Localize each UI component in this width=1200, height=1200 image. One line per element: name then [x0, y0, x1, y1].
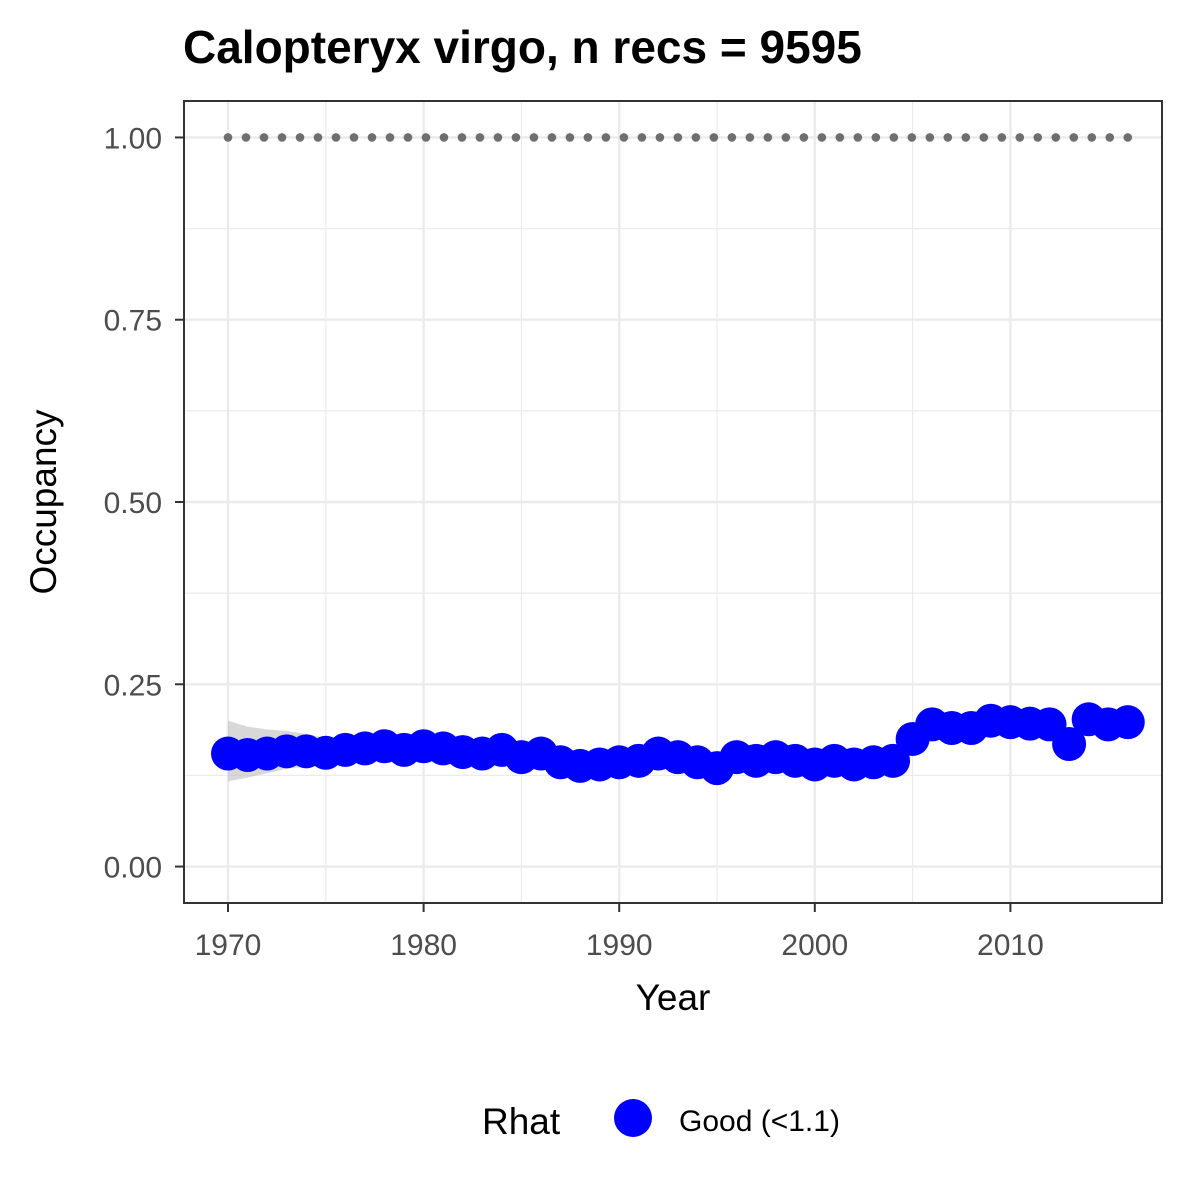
reference-dot — [763, 133, 773, 142]
reference-dot — [835, 133, 845, 142]
reference-dot — [421, 133, 431, 142]
reference-dot — [925, 133, 935, 142]
legend: Rhat Good (<1.1) — [482, 1099, 840, 1142]
y-axis-title: Occupancy — [23, 409, 64, 595]
reference-dot — [709, 133, 719, 142]
y-tick-label-0.00: 0.00 — [104, 852, 162, 885]
x-axis: 1970 1980 1990 2000 2010 — [195, 903, 1044, 962]
occupancy-series — [211, 702, 1145, 786]
reference-dot — [907, 133, 917, 142]
y-axis: 0.00 0.25 0.50 0.75 1.00 — [104, 122, 184, 885]
reference-dot — [1051, 133, 1061, 142]
legend-title: Rhat — [482, 1101, 561, 1142]
data-point-2016 — [1110, 705, 1145, 740]
legend-key-good — [614, 1099, 652, 1137]
reference-dot — [1123, 133, 1133, 142]
reference-dot — [1015, 133, 1025, 142]
reference-dot — [403, 133, 413, 142]
reference-dot — [295, 133, 305, 142]
reference-dot — [547, 133, 557, 142]
reference-dot — [385, 133, 395, 142]
reference-dot — [1069, 133, 1079, 142]
reference-dot — [781, 133, 791, 142]
reference-dot — [673, 133, 683, 142]
reference-dot — [583, 133, 593, 142]
reference-dot — [367, 133, 377, 142]
legend-label-good: Good (<1.1) — [679, 1105, 840, 1138]
reference-dot — [223, 133, 233, 142]
reference-dot — [349, 133, 359, 142]
reference-dot — [997, 133, 1007, 142]
x-tick-label-2000: 2000 — [781, 929, 848, 962]
reference-dot — [457, 133, 467, 142]
x-tick-label-2010: 2010 — [977, 929, 1044, 962]
y-tick-label-0.75: 0.75 — [104, 305, 162, 338]
reference-dot — [655, 133, 665, 142]
reference-dot — [601, 133, 611, 142]
reference-dot — [1087, 133, 1097, 142]
reference-dot — [799, 133, 809, 142]
reference-dot — [277, 133, 287, 142]
reference-dot — [565, 133, 575, 142]
reference-dot — [259, 133, 269, 142]
reference-dot — [691, 133, 701, 142]
reference-dot — [961, 133, 971, 142]
reference-dot — [871, 133, 881, 142]
reference-dot — [817, 133, 827, 142]
reference-dot — [619, 133, 629, 142]
chart-title: Calopteryx virgo, n recs = 9595 — [183, 21, 862, 73]
reference-dot — [979, 133, 989, 142]
data-point-2004 — [876, 743, 911, 778]
data-point-2013 — [1052, 727, 1087, 762]
reference-dot — [529, 133, 539, 142]
x-tick-label-1990: 1990 — [586, 929, 653, 962]
reference-dot — [493, 133, 503, 142]
y-tick-label-1.00: 1.00 — [104, 122, 162, 155]
reference-dot — [331, 133, 341, 142]
reference-dot — [475, 133, 485, 142]
y-tick-label-0.50: 0.50 — [104, 487, 162, 520]
y-tick-label-0.25: 0.25 — [104, 669, 162, 702]
x-tick-label-1970: 1970 — [195, 929, 262, 962]
upper-bound-reference-dots — [223, 133, 1133, 142]
reference-dot — [853, 133, 863, 142]
reference-dot — [1033, 133, 1043, 142]
x-tick-label-1980: 1980 — [390, 929, 457, 962]
reference-dot — [745, 133, 755, 142]
reference-dot — [637, 133, 647, 142]
reference-dot — [313, 133, 323, 142]
reference-dot — [241, 133, 251, 142]
grid-lines — [184, 101, 1162, 903]
reference-dot — [511, 133, 521, 142]
reference-dot — [943, 133, 953, 142]
reference-dot — [439, 133, 449, 142]
reference-dot — [1105, 133, 1115, 142]
reference-dot — [889, 133, 899, 142]
x-axis-title: Year — [636, 977, 711, 1018]
reference-dot — [727, 133, 737, 142]
